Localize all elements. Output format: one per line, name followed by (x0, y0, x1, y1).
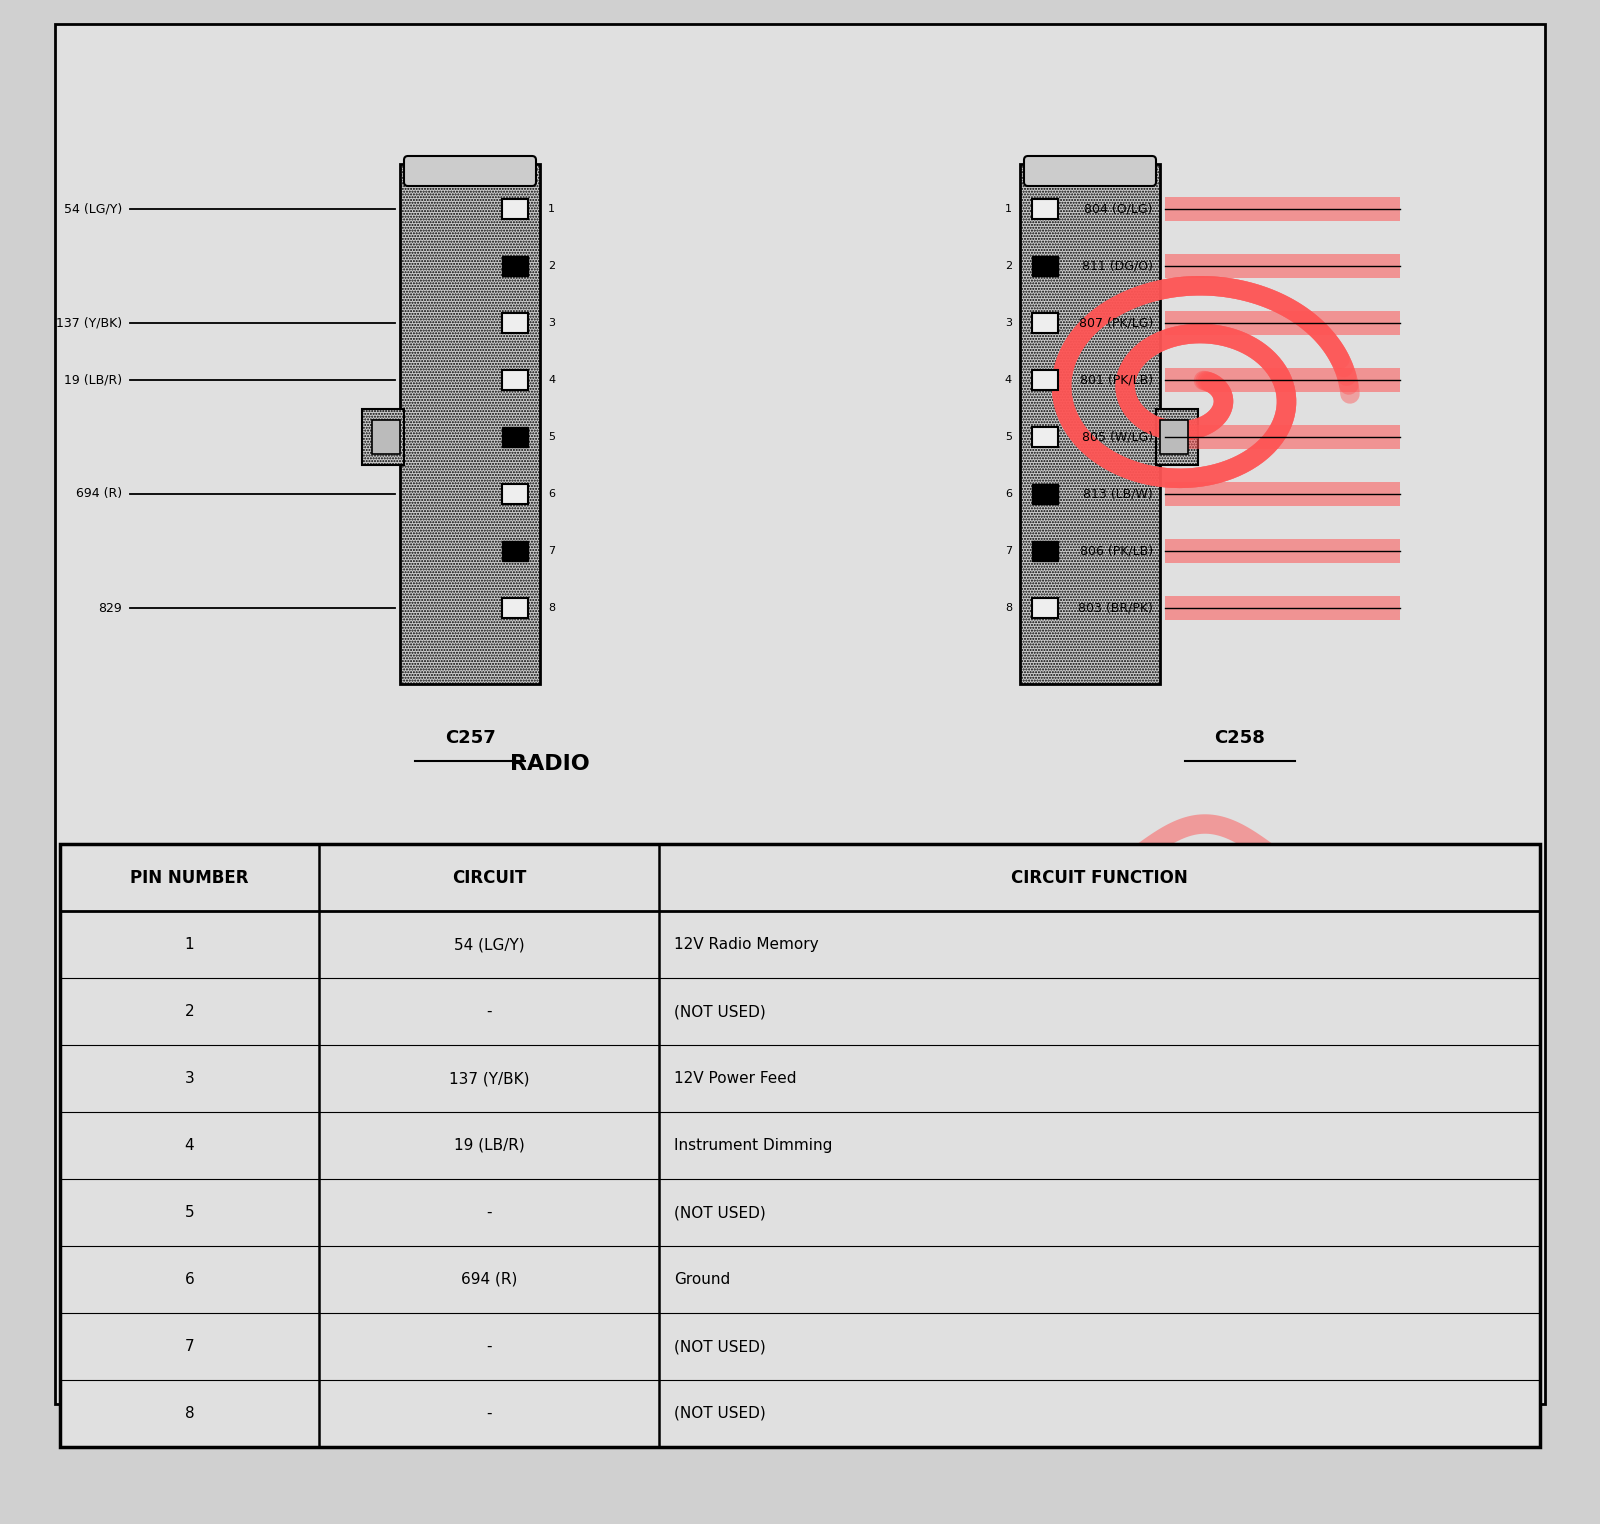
Bar (1165, 311, 1400, 335)
Bar (371, 421, 400, 454)
Bar (1165, 367, 1400, 392)
Text: -: - (486, 1004, 491, 1020)
Bar (502, 485, 528, 504)
Text: -: - (486, 1340, 491, 1353)
Text: 694 (R): 694 (R) (461, 1273, 517, 1286)
Bar (1165, 539, 1400, 562)
Text: (NOT USED): (NOT USED) (675, 1407, 766, 1420)
Text: 8: 8 (1005, 604, 1011, 613)
Text: 6: 6 (1005, 489, 1011, 498)
Bar (1165, 596, 1400, 620)
Bar (1032, 312, 1058, 334)
Text: 4: 4 (547, 375, 555, 386)
Text: 694 (R): 694 (R) (75, 488, 122, 500)
Text: CIRCUIT FUNCTION: CIRCUIT FUNCTION (1011, 869, 1189, 887)
Text: 811 (DG/O): 811 (DG/O) (1082, 259, 1154, 273)
Text: 19 (LB/R): 19 (LB/R) (454, 1138, 525, 1154)
Bar (362, 408, 403, 465)
Text: 12V Power Feed: 12V Power Feed (675, 1071, 797, 1087)
Text: 829: 829 (98, 602, 122, 614)
Text: 2: 2 (184, 1004, 194, 1020)
Text: Ground: Ground (675, 1273, 731, 1286)
FancyBboxPatch shape (1024, 155, 1155, 186)
Text: 3: 3 (547, 319, 555, 328)
Text: 805 (W/LG): 805 (W/LG) (1082, 430, 1154, 443)
Text: 137 (Y/BK): 137 (Y/BK) (450, 1071, 530, 1087)
Bar (400, 165, 541, 684)
Bar (1032, 541, 1058, 561)
Bar (502, 541, 528, 561)
Bar (1032, 200, 1058, 219)
Text: -: - (486, 1407, 491, 1420)
Bar (502, 256, 528, 276)
Bar (502, 427, 528, 447)
Bar (1165, 425, 1400, 450)
Bar (1032, 427, 1058, 447)
Bar (1165, 197, 1400, 221)
Text: C258: C258 (1214, 728, 1266, 747)
Text: 813 (LB/W): 813 (LB/W) (1083, 488, 1154, 500)
Bar (1021, 165, 1160, 684)
Text: 7: 7 (547, 546, 555, 556)
Text: (NOT USED): (NOT USED) (675, 1004, 766, 1020)
Text: PIN NUMBER: PIN NUMBER (130, 869, 248, 887)
Text: 2: 2 (547, 261, 555, 271)
Bar (502, 370, 528, 390)
Bar (1165, 255, 1400, 277)
Text: 1: 1 (1005, 204, 1011, 213)
Bar (1155, 408, 1198, 465)
Text: 54 (LG/Y): 54 (LG/Y) (64, 203, 122, 215)
FancyBboxPatch shape (403, 155, 536, 186)
Bar (61, 844, 1539, 1446)
Bar (1032, 370, 1058, 390)
Text: RADIO: RADIO (510, 754, 590, 774)
Bar (1032, 597, 1058, 619)
Text: 801 (PK/LB): 801 (PK/LB) (1080, 373, 1154, 387)
Text: 8: 8 (184, 1407, 194, 1420)
Text: -: - (486, 1205, 491, 1221)
Text: 7: 7 (1005, 546, 1011, 556)
Text: 12V Radio Memory: 12V Radio Memory (675, 937, 819, 952)
Bar (502, 597, 528, 619)
Text: 6: 6 (184, 1273, 194, 1286)
Text: 2: 2 (1005, 261, 1011, 271)
Text: Instrument Dimming: Instrument Dimming (675, 1138, 832, 1154)
Bar (1032, 485, 1058, 504)
Text: 54 (LG/Y): 54 (LG/Y) (454, 937, 525, 952)
Text: 3: 3 (1005, 319, 1011, 328)
Text: 1: 1 (184, 937, 194, 952)
Bar (502, 200, 528, 219)
Text: 804 (O/LG): 804 (O/LG) (1085, 203, 1154, 215)
Text: 803 (BR/PK): 803 (BR/PK) (1078, 602, 1154, 614)
Bar (1160, 421, 1187, 454)
Text: 806 (PK/LB): 806 (PK/LB) (1080, 544, 1154, 558)
Text: 8: 8 (547, 604, 555, 613)
Text: (NOT USED): (NOT USED) (675, 1340, 766, 1353)
Text: 19 (LB/R): 19 (LB/R) (64, 373, 122, 387)
Text: CIRCUIT: CIRCUIT (453, 869, 526, 887)
Text: 4: 4 (184, 1138, 194, 1154)
Bar (61, 844, 1539, 1446)
Text: C257: C257 (445, 728, 496, 747)
Text: 137 (Y/BK): 137 (Y/BK) (56, 317, 122, 329)
Bar (1032, 256, 1058, 276)
Text: 5: 5 (184, 1205, 194, 1221)
Bar (1165, 482, 1400, 506)
Bar (502, 312, 528, 334)
Text: 5: 5 (547, 431, 555, 442)
Text: 1: 1 (547, 204, 555, 213)
Text: 5: 5 (1005, 431, 1011, 442)
Text: 3: 3 (184, 1071, 194, 1087)
Text: (NOT USED): (NOT USED) (675, 1205, 766, 1221)
Text: 6: 6 (547, 489, 555, 498)
Text: 7: 7 (184, 1340, 194, 1353)
Text: 4: 4 (1005, 375, 1011, 386)
Text: 807 (PK/LG): 807 (PK/LG) (1078, 317, 1154, 329)
